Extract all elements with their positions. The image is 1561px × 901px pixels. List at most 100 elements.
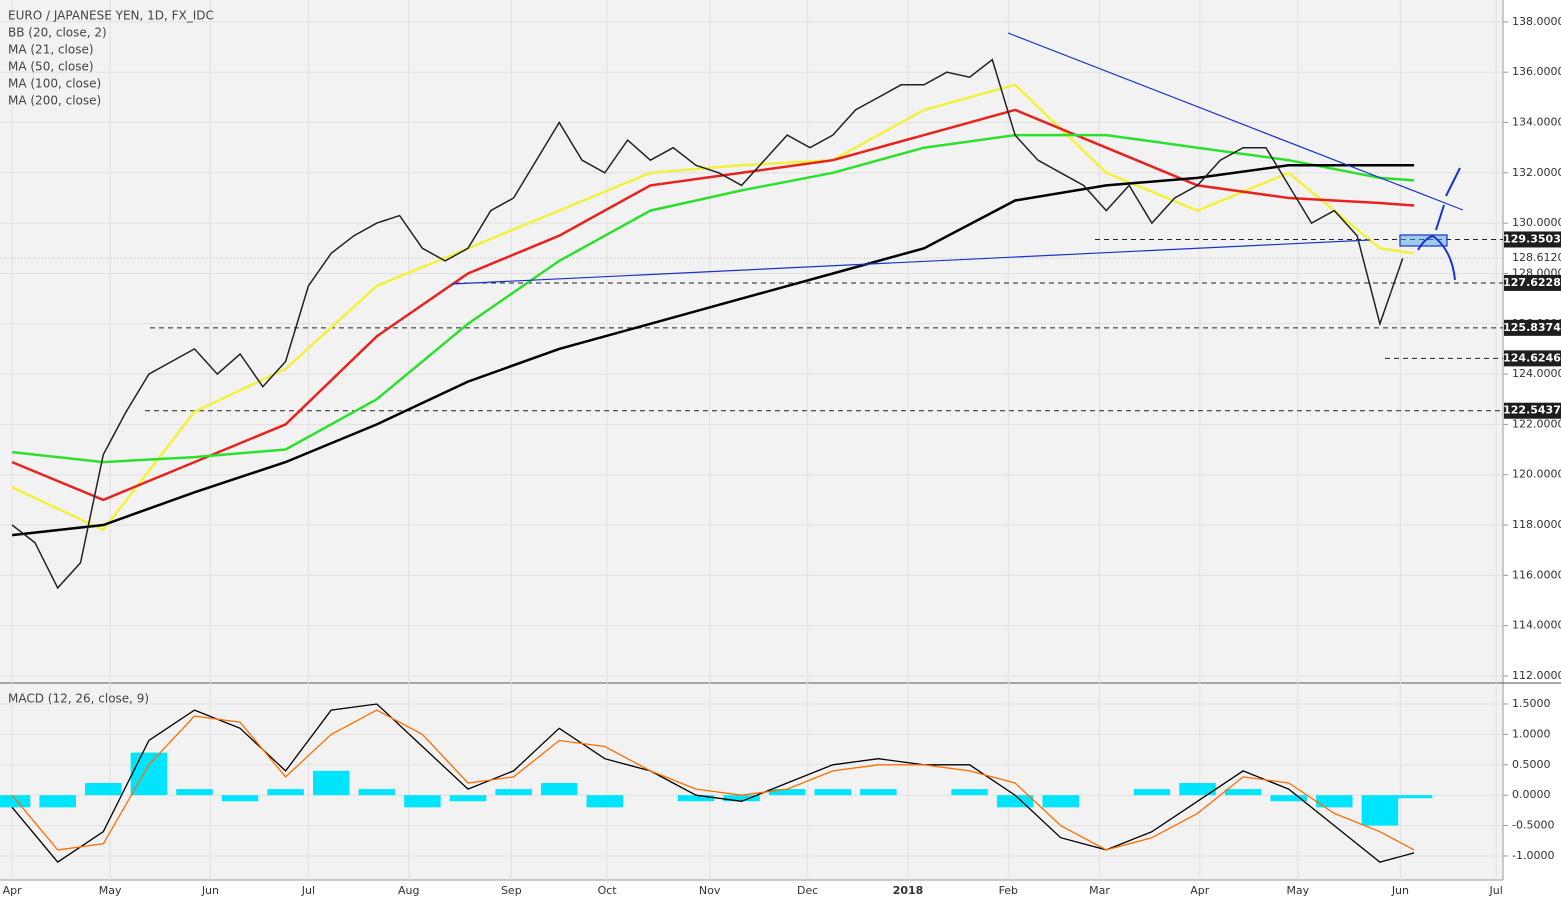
histogram-bar — [1042, 795, 1079, 808]
plot-background — [0, 0, 1503, 880]
moving-average — [11, 133, 1415, 464]
trend-line — [1007, 32, 1464, 211]
x-tick-label: Jun — [201, 884, 219, 897]
indicator-label: MA (100, close) — [8, 77, 101, 91]
zone-box — [1399, 234, 1448, 247]
arrow — [1445, 167, 1461, 197]
histogram-bar — [267, 789, 304, 796]
price-tag — [1504, 274, 1561, 291]
y-tick-label: 0.5000 — [1512, 758, 1551, 771]
indicator-label: BB (20, close, 2) — [8, 26, 107, 40]
indicator-label: MA (200, close) — [8, 94, 101, 108]
price-label: 129.3503 — [1503, 232, 1561, 245]
x-tick-label: Apr — [1190, 884, 1210, 897]
histogram-bar — [39, 795, 76, 808]
y-tick-label: 122.0000 — [1512, 417, 1561, 430]
y-tick-label: 130.0000 — [1512, 216, 1561, 229]
histogram-bar — [0, 795, 31, 808]
x-tick-label: Jul — [301, 884, 315, 897]
histogram-bar — [85, 783, 122, 796]
x-tick-label: May — [1286, 884, 1309, 897]
chart-title: EURO / JAPANESE YEN, 1D, FX_IDC — [8, 9, 214, 23]
legend: EURO / JAPANESE YEN, 1D, FX_IDC BB (20, … — [8, 9, 214, 706]
indicator-label: MACD (12, 26, close, 9) — [8, 692, 149, 706]
marks — [0, 58, 1503, 863]
y-tick-label: 116.0000 — [1512, 568, 1561, 581]
histogram-bar — [996, 795, 1034, 808]
indicator-label: MA (21, close) — [8, 43, 94, 57]
arrow — [1432, 235, 1456, 281]
price-label: 125.8374 — [1503, 321, 1561, 334]
histogram-bar — [130, 752, 168, 796]
histogram-bar — [723, 795, 760, 802]
price-label: 128.6120 — [1512, 251, 1561, 264]
series-line — [11, 58, 1404, 590]
histogram-bar — [1316, 795, 1353, 808]
y-tick-label: 112.0000 — [1512, 669, 1561, 682]
histogram-bar — [176, 789, 213, 796]
histogram-bar — [951, 789, 988, 796]
x-tick-label: Jul — [1489, 884, 1503, 897]
histogram-bar — [677, 795, 715, 802]
x-tick-label: 2018 — [893, 884, 924, 897]
x-tick-label: Sep — [501, 884, 522, 897]
price-label: 124.6246 — [1503, 351, 1561, 364]
y-tick-label: 138.0000 — [1512, 15, 1561, 28]
drawings — [451, 32, 1464, 285]
y-tick-label: 120.0000 — [1512, 468, 1561, 481]
moving-average — [11, 164, 1415, 537]
x-tick-label: May — [99, 884, 122, 897]
moving-average — [11, 108, 1415, 502]
y-tick-label: 136.0000 — [1512, 65, 1561, 78]
histogram-bar — [313, 770, 350, 796]
arrow — [1435, 204, 1445, 231]
histogram-bar — [1224, 789, 1262, 796]
histogram-bar — [221, 795, 259, 802]
x-tick-label: Aug — [398, 884, 419, 897]
x-tick-label: Nov — [699, 884, 721, 897]
histogram-bar — [1179, 783, 1216, 796]
y-tick-label: 124.0000 — [1512, 367, 1561, 380]
price-tag — [1504, 402, 1561, 419]
histogram-bar — [1361, 795, 1399, 826]
y-tick-label: 114.0000 — [1512, 619, 1561, 632]
x-tick-label: Feb — [999, 884, 1018, 897]
y-tick-label: 1.0000 — [1512, 727, 1551, 740]
x-tick-label: Jun — [1391, 884, 1409, 897]
y-tick-label: 132.0000 — [1512, 166, 1561, 179]
y-tick-label: 118.0000 — [1512, 518, 1561, 531]
moving-average — [11, 83, 1415, 532]
price-tag — [1504, 231, 1561, 248]
trend-line — [451, 239, 1371, 285]
price-tag — [1504, 350, 1561, 367]
y-tick-label: -0.5000 — [1512, 819, 1554, 832]
x-tick-label: Mar — [1089, 884, 1110, 897]
price-tag — [1504, 319, 1561, 336]
histogram-bar — [586, 795, 624, 808]
histogram-bar — [540, 783, 578, 796]
price-label: 122.5437 — [1503, 404, 1561, 417]
histogram-bar — [1395, 795, 1433, 799]
series-line — [11, 709, 1415, 851]
histogram-bar — [358, 789, 396, 796]
histogram-bar — [404, 795, 441, 808]
histogram-bar — [1270, 795, 1307, 802]
histogram-bar — [768, 789, 806, 796]
y-tick-label: 1.5000 — [1512, 697, 1551, 710]
series-line — [11, 703, 1415, 863]
histogram-bar — [1133, 789, 1171, 796]
histogram-bar — [860, 789, 897, 796]
arrow — [1417, 235, 1434, 251]
histogram-bar — [449, 795, 487, 802]
x-tick-label: Apr — [3, 884, 23, 897]
price-label: 127.6228 — [1503, 276, 1561, 289]
y-tick-label: 134.0000 — [1512, 116, 1561, 129]
x-tick-label: Oct — [598, 884, 618, 897]
histogram-bar — [814, 789, 852, 796]
histogram-bar — [495, 789, 532, 796]
y-tick-label: 0.0000 — [1512, 788, 1551, 801]
indicator-label: MA (50, close) — [8, 60, 94, 74]
x-tick-label: Dec — [797, 884, 818, 897]
y-tick-label: -1.0000 — [1512, 849, 1554, 862]
